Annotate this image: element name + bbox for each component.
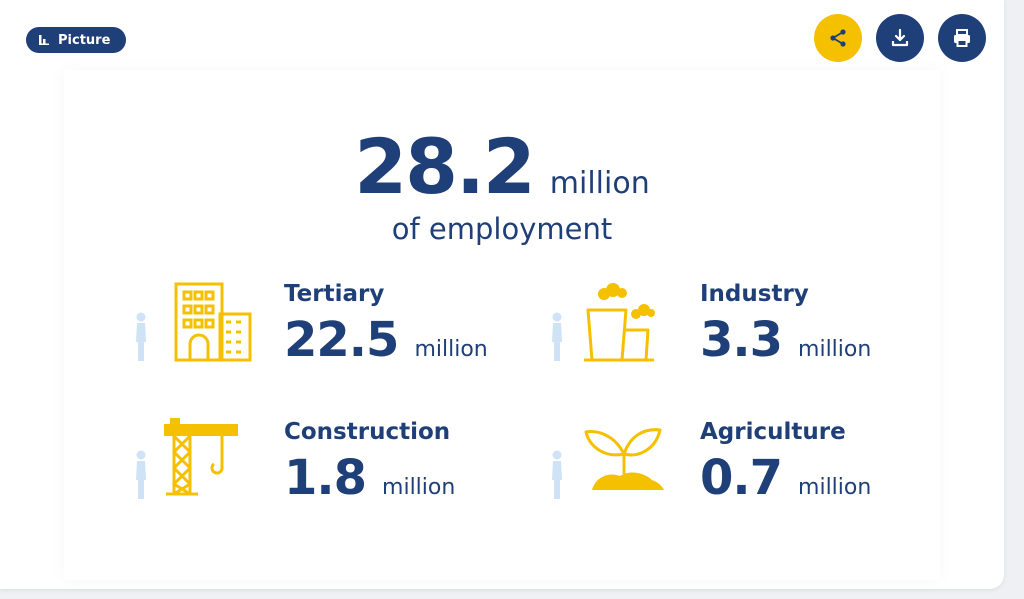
person-icon <box>552 450 562 499</box>
total-subtitle: of employment <box>391 212 613 246</box>
crane-icon <box>164 418 238 496</box>
sector-value: 1.8 <box>284 450 367 506</box>
download-button[interactable] <box>876 14 924 62</box>
badge-label: Picture <box>58 32 111 48</box>
sprout-icon <box>584 428 664 490</box>
sector-industry: Industry 3.3 million <box>550 281 872 372</box>
print-button[interactable] <box>938 14 986 62</box>
person-icon <box>136 450 146 499</box>
sector-unit: million <box>414 337 488 362</box>
sector-value: 0.7 <box>700 450 783 506</box>
sector-tertiary: Tertiary 22.5 million <box>134 281 488 372</box>
sector-value: 22.5 <box>284 312 399 368</box>
person-icon <box>136 312 146 361</box>
bar-chart-icon <box>39 35 49 45</box>
sector-agriculture: Agriculture 0.7 million <box>550 419 872 506</box>
share-icon <box>830 29 846 47</box>
buildings-icon <box>174 282 252 362</box>
factory-icon <box>584 283 655 362</box>
download-icon <box>891 28 909 47</box>
sector-unit: million <box>798 475 872 500</box>
sector-value: 3.3 <box>700 312 783 368</box>
total-unit: million <box>549 166 650 201</box>
sector-name: Agriculture <box>700 419 846 445</box>
print-icon <box>954 29 970 47</box>
sector-name: Tertiary <box>284 281 385 307</box>
sector-unit: million <box>798 337 872 362</box>
total-employment: 28.2 million <box>0 122 1004 211</box>
sector-name: Industry <box>700 281 809 307</box>
person-icon <box>552 312 562 361</box>
picture-badge[interactable]: Picture <box>26 27 127 53</box>
content-panel <box>64 70 940 580</box>
sector-name: Construction <box>284 419 451 445</box>
share-button[interactable] <box>814 14 862 62</box>
action-buttons <box>814 14 986 62</box>
total-value: 28.2 <box>354 122 536 211</box>
sector-construction: Construction 1.8 million <box>134 418 456 506</box>
sector-unit: million <box>382 475 456 500</box>
infographic-card: Picture 28.2 mil <box>0 0 1004 589</box>
